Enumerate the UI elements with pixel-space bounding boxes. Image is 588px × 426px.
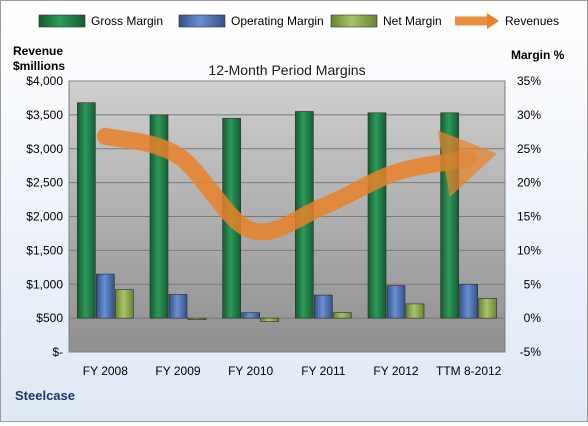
x-tick-label: FY 2009 [155,364,200,378]
left-axis-unit: $millions [13,59,65,73]
revenues-line [96,127,498,241]
gross-margin-bar [440,112,459,319]
left-tick-label: $3,500 [26,108,63,122]
x-tick-label: FY 2008 [83,364,128,378]
right-tick-label: 20% [517,176,541,190]
legend: Gross Margin Operating Margin Net Margin Re… [38,13,559,29]
left-tick-label: $3,000 [26,142,63,156]
legend-arrow-icon [487,13,499,29]
left-axis-label: Revenue [13,44,63,58]
right-tick-label: 30% [517,108,541,122]
right-tick-label: 15% [517,210,541,224]
net-margin-bar [115,289,134,319]
legend-label: Gross Margin [91,14,163,28]
left-tick-label: $2,000 [26,210,63,224]
gross-margin-bar [149,114,169,319]
legend-swatch-gross-margin [38,14,86,28]
right-tick-label: 35% [517,74,541,88]
right-tick-label: -5% [520,345,542,359]
left-tick-label: $1,000 [26,277,63,291]
net-margin-bar [260,317,279,322]
operating-margin-bar [241,312,260,319]
gross-margin-bar [77,102,96,319]
net-margin-bar [187,317,207,320]
legend-label: Net Margin [383,14,442,28]
legend-label: Revenues [505,14,559,28]
operating-margin-bar [96,273,115,319]
right-tick-label: 25% [517,142,541,156]
net-margin-bar [333,312,352,319]
operating-margin-bar [459,283,478,319]
operating-margin-bar [386,285,406,319]
x-tick-label: FY 2011 [301,364,346,378]
right-tick-label: 10% [517,243,541,257]
operating-margin-bar [168,294,188,319]
gross-margin-bar [367,112,387,319]
net-margin-bar [478,298,497,319]
x-tick-label: FY 2010 [228,364,273,378]
left-tick-label: $4,000 [26,74,63,88]
legend-label: Operating Margin [231,14,324,28]
right-tick-label: 5% [524,277,542,291]
x-tick-label: TTM 8-2012 [436,364,502,378]
x-tick-label: FY 2012 [373,364,418,378]
left-tick-label: $500 [36,311,63,325]
net-margin-bar [405,303,425,319]
right-tick-label: 0% [524,311,542,325]
chart-title: 12-Month Period Margins [208,62,365,78]
left-tick-label: $2,500 [26,176,63,190]
left-tick-label: $- [52,345,63,359]
operating-margin-bar [314,294,333,319]
legend-swatch-operating-margin [178,14,226,28]
legend-swatch-net-margin [330,14,378,28]
company-label: Steelcase [15,388,75,403]
left-tick-label: $1,500 [26,243,63,257]
right-axis-label: Margin % [511,48,565,62]
